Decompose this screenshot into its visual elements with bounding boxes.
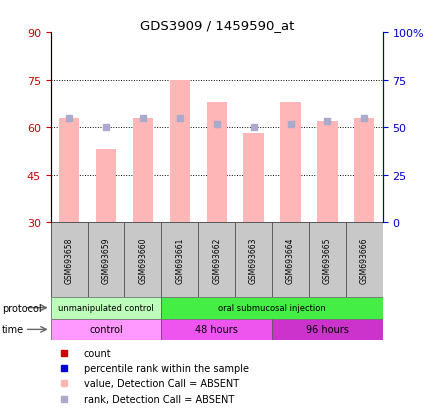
Text: GSM693659: GSM693659 <box>102 237 110 283</box>
Bar <box>170 81 190 223</box>
Text: percentile rank within the sample: percentile rank within the sample <box>84 363 249 373</box>
Text: protocol: protocol <box>2 303 42 313</box>
Text: time: time <box>2 325 24 335</box>
Text: value, Detection Call = ABSENT: value, Detection Call = ABSENT <box>84 379 239 389</box>
Text: 96 hours: 96 hours <box>306 325 349 335</box>
Bar <box>198 223 235 297</box>
Bar <box>280 102 301 223</box>
Bar <box>206 102 227 223</box>
Bar <box>161 297 383 319</box>
Bar <box>272 319 383 340</box>
Bar <box>51 297 161 319</box>
Text: rank, Detection Call = ABSENT: rank, Detection Call = ABSENT <box>84 394 234 404</box>
Text: GSM693660: GSM693660 <box>138 237 147 283</box>
Text: GSM693664: GSM693664 <box>286 237 295 283</box>
Bar <box>125 223 161 297</box>
Bar <box>235 223 272 297</box>
Text: GSM693662: GSM693662 <box>212 237 221 283</box>
Text: GSM693663: GSM693663 <box>249 237 258 283</box>
Text: GSM693661: GSM693661 <box>175 237 184 283</box>
Text: GSM693665: GSM693665 <box>323 237 332 283</box>
Bar <box>161 319 272 340</box>
Bar <box>96 150 116 223</box>
Text: count: count <box>84 348 111 358</box>
Text: unmanipulated control: unmanipulated control <box>58 304 154 312</box>
Bar <box>317 121 337 223</box>
Bar <box>346 223 383 297</box>
Bar <box>243 134 264 223</box>
Bar <box>133 119 153 223</box>
Bar <box>59 119 79 223</box>
Text: control: control <box>89 325 123 335</box>
Bar <box>161 223 198 297</box>
Text: GSM693666: GSM693666 <box>360 237 369 283</box>
Text: oral submucosal injection: oral submucosal injection <box>218 304 326 312</box>
Bar <box>51 223 88 297</box>
Bar <box>354 119 374 223</box>
Title: GDS3909 / 1459590_at: GDS3909 / 1459590_at <box>139 19 294 32</box>
Bar <box>51 319 161 340</box>
Bar <box>88 223 125 297</box>
Bar <box>272 223 309 297</box>
Bar <box>309 223 346 297</box>
Text: GSM693658: GSM693658 <box>65 237 73 283</box>
Text: 48 hours: 48 hours <box>195 325 238 335</box>
